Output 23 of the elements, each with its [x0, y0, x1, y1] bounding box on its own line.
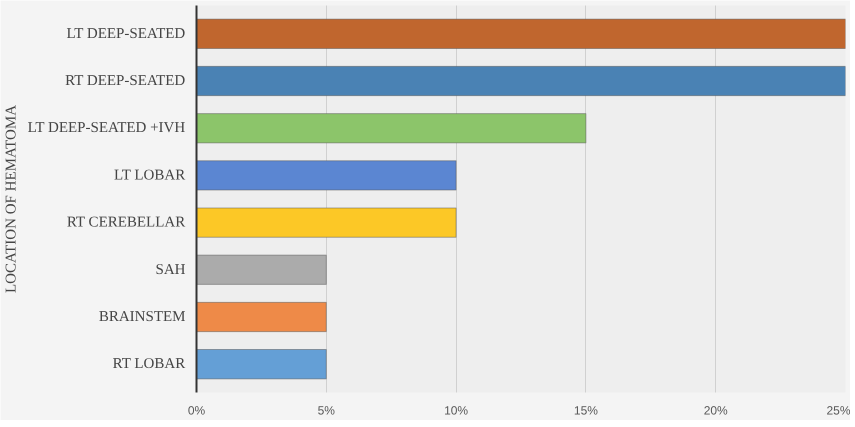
y-tick-label: BRAINSTEM	[98, 308, 186, 325]
y-tick-label: SAH	[155, 262, 186, 278]
y-tick-label: LT DEEP-SEATED	[66, 26, 186, 42]
y-tick-label: LT DEEP-SEATED +IVH	[28, 120, 186, 136]
x-tick-label: 10%	[444, 404, 468, 418]
bar	[196, 254, 327, 285]
x-tick-label: 20%	[704, 404, 728, 418]
y-tick-label: RT CEREBELLAR	[66, 214, 186, 231]
x-tick-label: 5%	[318, 404, 336, 418]
x-tick-label: 15%	[574, 404, 598, 418]
y-axis-title: LOCATION OF HEMATOMA	[4, 104, 20, 294]
bar	[196, 349, 327, 380]
bar	[196, 18, 846, 49]
bar	[196, 302, 327, 332]
bar	[196, 207, 457, 238]
y-tick-label: LT LOBAR	[114, 167, 186, 184]
x-tick-label: 0%	[188, 404, 206, 418]
y-tick-label: RT DEEP-SEATED	[65, 73, 186, 90]
bar	[196, 113, 586, 144]
y-tick-label: RT LOBAR	[112, 356, 186, 372]
x-tick-label: 25%	[826, 404, 851, 418]
bar	[196, 160, 457, 191]
bar	[196, 66, 846, 96]
